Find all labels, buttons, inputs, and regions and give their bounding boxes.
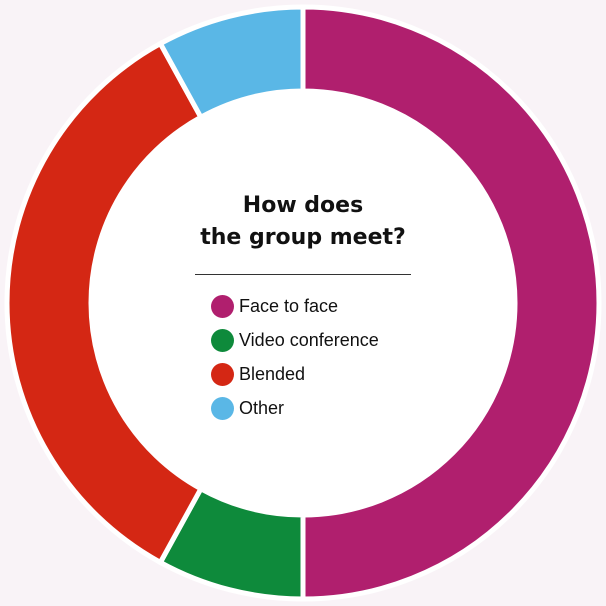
legend-swatch-blended: [211, 362, 234, 386]
legend-label-face-to-face: Face to face: [239, 295, 339, 316]
legend-swatch-face-to-face: [211, 294, 234, 318]
legend: Face to face Video conference Blended Ot…: [211, 289, 446, 425]
legend-label-other: Other: [239, 397, 285, 418]
legend-label-blended: Blended: [239, 363, 306, 384]
legend-item-face-to-face: Face to face: [211, 289, 446, 323]
chart-title: How does the group meet?: [160, 190, 446, 254]
chart-title-line-2: the group meet?: [200, 225, 406, 250]
slice-face-to-face: [300, 4, 602, 602]
legend-swatch-video-conference: [211, 328, 234, 352]
title-divider: [195, 274, 411, 275]
chart-center-panel: How does the group meet? Face to face Vi…: [160, 190, 446, 425]
donut-hole: [92, 92, 514, 514]
legend-item-other: Other: [211, 391, 446, 425]
legend-swatch-other: [211, 396, 234, 420]
legend-item-video-conference: Video conference: [211, 323, 446, 357]
slice-blended: [4, 40, 205, 566]
chart-title-line-1: How does: [242, 193, 364, 218]
legend-label-video-conference: Video conference: [239, 329, 379, 350]
legend-item-blended: Blended: [211, 357, 446, 391]
slice-other: [157, 4, 306, 121]
